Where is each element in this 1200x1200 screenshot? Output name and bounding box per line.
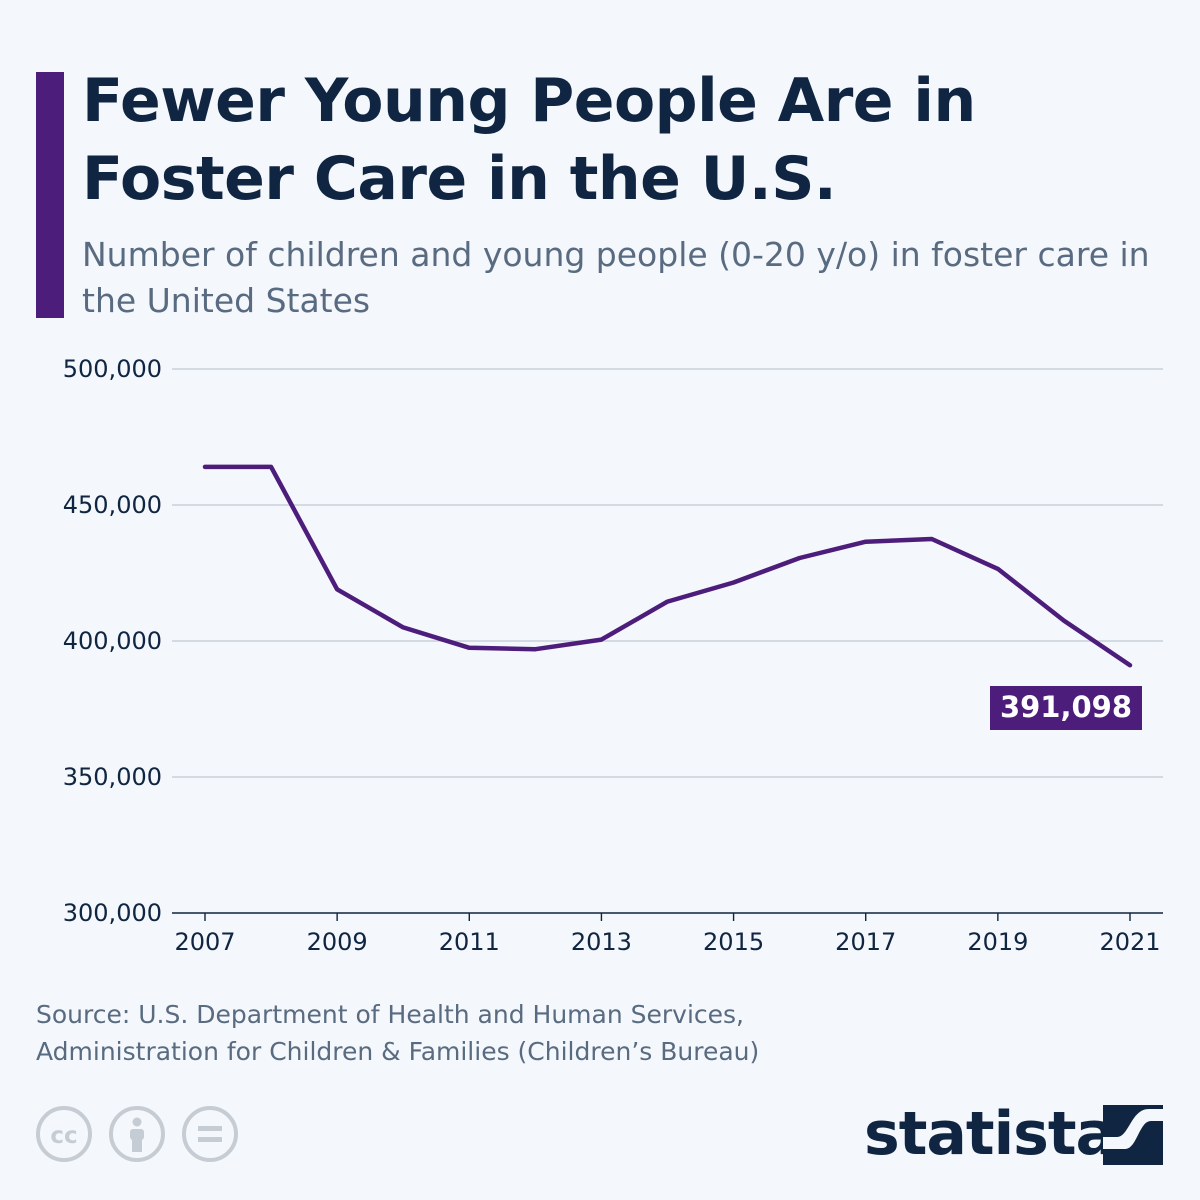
x-tick-label: 2021 — [1099, 928, 1160, 956]
source-line-1: Source: U.S. Department of Health and Hu… — [36, 1000, 745, 1029]
x-tick-label: 2017 — [835, 928, 896, 956]
line-chart: 300,000 350,000 400,000 450,000 500,000 2007… — [63, 355, 1163, 956]
x-tick-label: 2009 — [307, 928, 368, 956]
y-axis-ticks: 300,000 350,000 400,000 450,000 500,000 — [63, 355, 162, 927]
attribution-icon — [109, 1106, 165, 1162]
series-line — [202, 464, 1133, 668]
chart-subtitle: Number of children and young people (0-2… — [82, 235, 1150, 320]
license-icons: cc — [36, 1106, 238, 1162]
x-tick-label: 2011 — [439, 928, 500, 956]
annotations: 391,098 — [990, 686, 1142, 730]
y-tick-label: 500,000 — [63, 355, 162, 383]
statista-wordmark: statista — [864, 1099, 1116, 1169]
series — [202, 464, 1133, 668]
value-label-box — [990, 686, 1142, 730]
svg-text:cc: cc — [50, 1123, 77, 1149]
title-accent-bar — [36, 72, 64, 318]
gridlines — [172, 368, 1163, 914]
no-derivatives-icon — [182, 1106, 238, 1162]
source-line-2: Administration for Children & Families (… — [36, 1037, 760, 1066]
x-axis-ticks: 2007 2009 2011 2013 2015 2017 2019 2021 — [174, 913, 1161, 956]
y-tick-label: 350,000 — [63, 763, 162, 791]
x-tick-label: 2015 — [703, 928, 764, 956]
x-tick-label: 2007 — [174, 928, 235, 956]
y-tick-label: 400,000 — [63, 627, 162, 655]
last-value-label: 391,098 — [1000, 690, 1132, 724]
y-tick-label: 450,000 — [63, 491, 162, 519]
chart-title: Fewer Young People Are in Foster Care in… — [82, 66, 976, 214]
y-tick-label: 300,000 — [63, 899, 162, 927]
source-note: Source: U.S. Department of Health and Hu… — [36, 996, 1136, 1070]
cc-icon: cc — [36, 1106, 92, 1162]
statista-logo-icon — [1103, 1105, 1163, 1165]
x-tick-label: 2013 — [571, 928, 632, 956]
x-tick-label: 2019 — [967, 928, 1028, 956]
